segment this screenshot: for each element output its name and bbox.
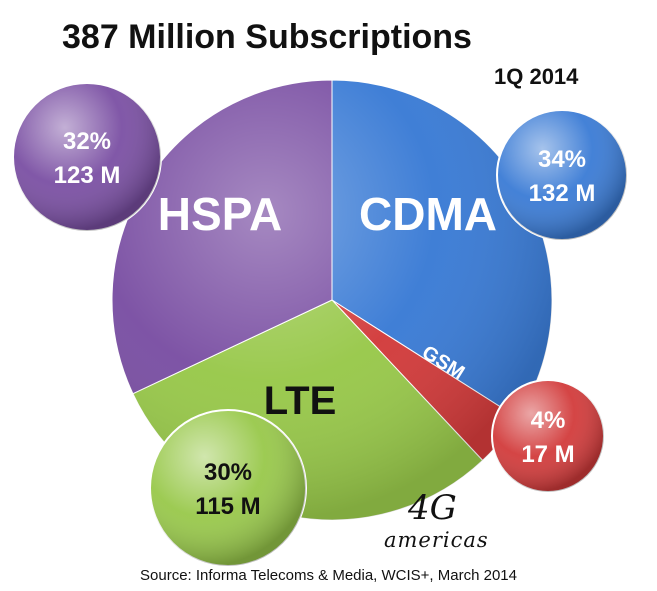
chart-source: Source: Informa Telecoms & Media, WCIS+,… <box>140 567 517 584</box>
slice-label-cdma: CDMA <box>359 188 497 240</box>
chart-title: 387 Million Subscriptions <box>62 18 472 56</box>
bubble-lte: 30% 115 M <box>149 409 307 567</box>
bubble-value-hspa: 123 M <box>54 162 121 189</box>
bubble-percent-cdma: 34% <box>538 146 586 173</box>
bubble-value-gsm: 17 M <box>521 441 574 468</box>
bubble-percent-lte: 30% <box>204 459 252 486</box>
bubble-gloss-cdma <box>497 110 627 240</box>
slice-label-hspa: HSPA <box>158 188 282 240</box>
bubble-hspa: 32% 123 M <box>12 82 162 232</box>
bubble-cdma: 34% 132 M <box>496 109 628 241</box>
bubble-value-lte: 115 M <box>195 493 260 520</box>
bubble-value-cdma: 132 M <box>529 180 596 207</box>
bubble-gloss-gsm <box>492 380 604 492</box>
bubble-percent-hspa: 32% <box>63 128 111 155</box>
bubble-percent-gsm: 4% <box>531 407 566 434</box>
chart-subtitle: 1Q 2014 <box>494 64 579 89</box>
bubble-gsm: 4% 17 M <box>491 379 605 493</box>
logo-mark: 4G <box>408 488 457 528</box>
slice-label-lte: LTE <box>264 379 337 423</box>
logo-wordmark: americas <box>384 528 489 552</box>
bubble-gloss-hspa <box>13 83 161 231</box>
bubble-gloss-lte <box>150 410 306 566</box>
